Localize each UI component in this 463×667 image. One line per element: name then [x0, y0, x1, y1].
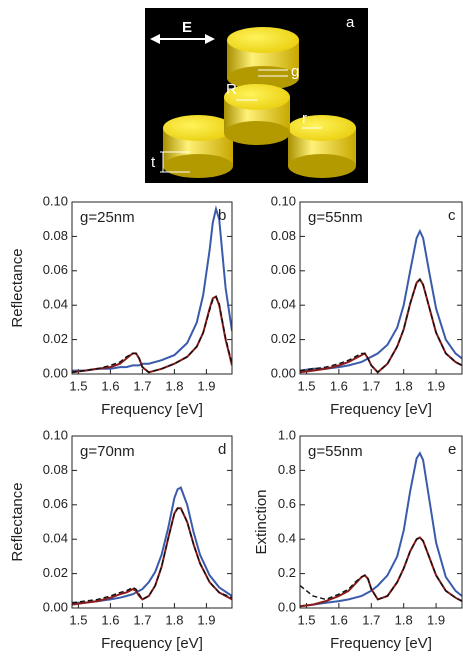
series-line — [72, 486, 232, 604]
x-axis-title: Frequency [eV] — [101, 401, 203, 418]
panel-label: d — [218, 441, 226, 458]
x-tick-label: 1.7 — [362, 612, 380, 627]
series-line — [300, 278, 462, 374]
y-axis-title: Reflectance — [9, 248, 26, 327]
cylinder — [227, 27, 299, 90]
panel-label: c — [448, 207, 456, 224]
plot-frame — [71, 435, 233, 609]
series-line — [72, 205, 232, 372]
x-tick-label: 1.5 — [69, 378, 87, 393]
x-axis-title: Frequency [eV] — [330, 635, 432, 652]
x-tick-label: 1.8 — [395, 612, 413, 627]
y-tick-label: 0.04 — [43, 531, 68, 546]
field-label: E — [182, 19, 192, 36]
y-tick-label: 0.00 — [43, 599, 68, 614]
radius-label: R — [226, 81, 237, 98]
y-tick-label: 0.0 — [278, 599, 296, 614]
x-tick-label: 1.8 — [165, 378, 183, 393]
y-tick-label: 0.2 — [278, 565, 296, 580]
x-tick-label: 1.5 — [297, 612, 315, 627]
x-tick-label: 1.6 — [101, 378, 119, 393]
series-line — [300, 228, 462, 372]
y-axis-title: Extinction — [253, 489, 270, 554]
annotation: g=55nm — [308, 443, 363, 460]
y-tick-label: 1.0 — [278, 427, 296, 442]
x-axis-title: Frequency [eV] — [330, 401, 432, 418]
y-tick-label: 0.08 — [43, 228, 68, 243]
series-line — [300, 536, 462, 602]
cylinder — [288, 115, 356, 178]
x-tick-label: 1.9 — [197, 612, 215, 627]
x-tick-label: 1.6 — [330, 378, 348, 393]
y-tick-label: 0.10 — [43, 427, 68, 442]
y-tick-label: 0.02 — [43, 331, 68, 346]
x-tick-label: 1.7 — [133, 378, 151, 393]
series-line — [72, 295, 232, 374]
y-tick-label: 0.02 — [43, 565, 68, 580]
x-tick-label: 1.8 — [395, 378, 413, 393]
panel-label: a — [346, 14, 355, 31]
y-tick-label: 0.04 — [271, 297, 296, 312]
y-tick-label: 0.6 — [278, 496, 296, 511]
y-tick-label: 0.08 — [271, 228, 296, 243]
y-tick-label: 0.10 — [271, 193, 296, 208]
plot-frame — [299, 201, 463, 375]
x-tick-label: 1.5 — [69, 612, 87, 627]
x-tick-label: 1.7 — [362, 378, 380, 393]
x-tick-label: 1.5 — [297, 378, 315, 393]
panel-label: e — [448, 441, 456, 458]
x-tick-label: 1.8 — [165, 612, 183, 627]
plot-frame — [299, 435, 463, 609]
y-tick-label: 0.8 — [278, 462, 296, 477]
cylinder — [163, 115, 233, 178]
y-tick-label: 0.02 — [271, 331, 296, 346]
annotation: g=25nm — [80, 209, 135, 226]
series-line — [72, 507, 232, 604]
gap-label: g — [291, 63, 299, 80]
y-tick-label: 0.4 — [278, 531, 296, 546]
y-tick-label: 0.08 — [43, 462, 68, 477]
plot-frame — [71, 201, 233, 375]
series-line — [72, 295, 232, 374]
series-line — [300, 277, 462, 374]
thickness-label: t — [151, 154, 156, 171]
x-tick-label: 1.9 — [427, 378, 445, 393]
annotation: g=70nm — [80, 443, 135, 460]
annotation: g=55nm — [308, 209, 363, 226]
y-tick-label: 0.06 — [271, 262, 296, 277]
series-line — [300, 451, 462, 608]
x-tick-label: 1.7 — [133, 612, 151, 627]
panel-label: b — [218, 207, 226, 224]
y-tick-label: 0.00 — [43, 365, 68, 380]
schematic: E a g R r t — [145, 8, 368, 183]
cylinder — [224, 84, 290, 145]
y-axis-title: Reflectance — [9, 482, 26, 561]
y-tick-label: 0.06 — [43, 496, 68, 511]
field-arrow — [150, 34, 215, 44]
radius-label: r — [302, 110, 307, 127]
x-tick-label: 1.6 — [330, 612, 348, 627]
x-tick-label: 1.6 — [101, 612, 119, 627]
y-tick-label: 0.00 — [271, 365, 296, 380]
y-tick-label: 0.10 — [43, 193, 68, 208]
x-tick-label: 1.9 — [197, 378, 215, 393]
dimension-lines — [160, 69, 322, 173]
x-axis-title: Frequency [eV] — [101, 635, 203, 652]
x-tick-label: 1.9 — [427, 612, 445, 627]
y-tick-label: 0.04 — [43, 297, 68, 312]
y-tick-label: 0.06 — [43, 262, 68, 277]
